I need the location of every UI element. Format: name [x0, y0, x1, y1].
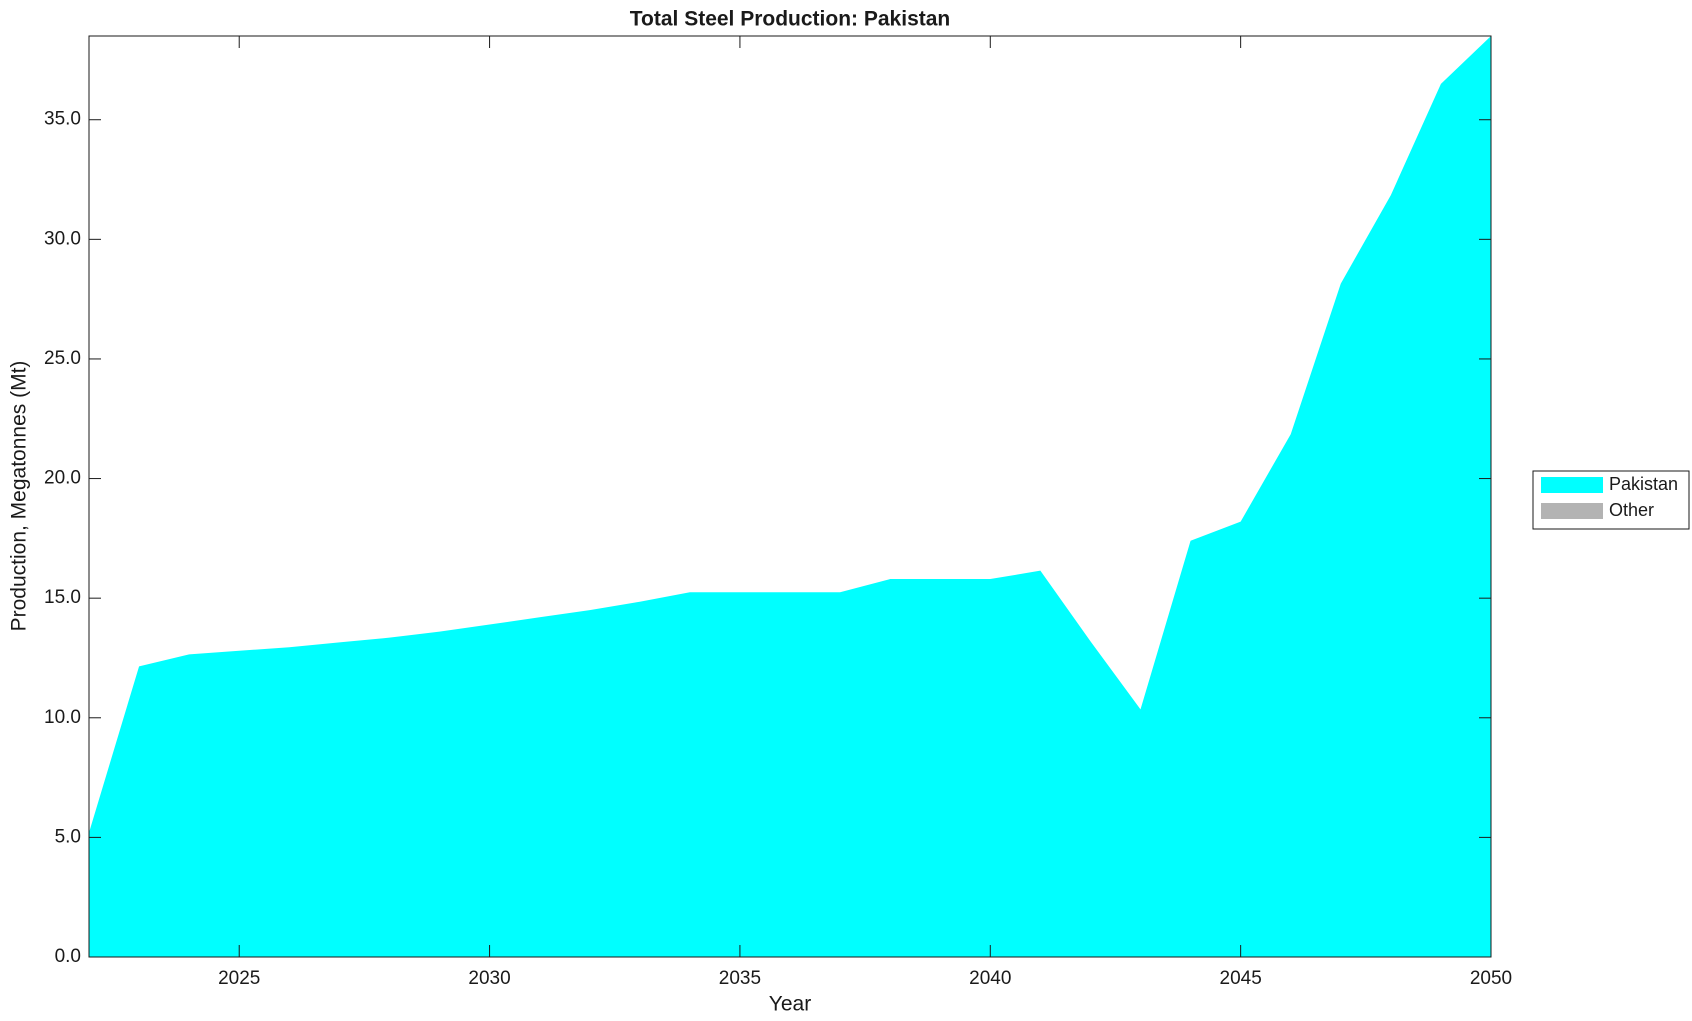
x-tick-label: 2035	[719, 968, 761, 989]
y-tick-label: 10.0	[44, 707, 81, 728]
legend-label: Pakistan	[1609, 474, 1678, 494]
legend-swatch	[1541, 477, 1603, 493]
x-tick-label: 2040	[969, 968, 1011, 989]
x-axis-label: Year	[769, 993, 811, 1016]
y-tick-label: 20.0	[44, 468, 81, 489]
x-tick-label: 2045	[1220, 968, 1262, 989]
y-tick-label: 0.0	[55, 946, 81, 967]
chart-title: Total Steel Production: Pakistan	[630, 8, 951, 31]
y-tick-label: 30.0	[44, 228, 81, 249]
y-axis-label: Production, Megatonnes (Mt)	[8, 361, 31, 632]
x-tick-label: 2050	[1470, 968, 1512, 989]
y-tick-label: 35.0	[44, 109, 81, 130]
legend-label: Other	[1609, 500, 1654, 520]
legend-swatch	[1541, 503, 1603, 519]
plot-frame	[88, 35, 1492, 958]
x-tick-label: 2025	[218, 968, 260, 989]
y-tick-label: 15.0	[44, 587, 81, 608]
y-tick-label: 5.0	[55, 826, 81, 847]
area	[89, 36, 1491, 957]
x-tick-label: 2030	[468, 968, 510, 989]
y-tick-label: 25.0	[44, 348, 81, 369]
